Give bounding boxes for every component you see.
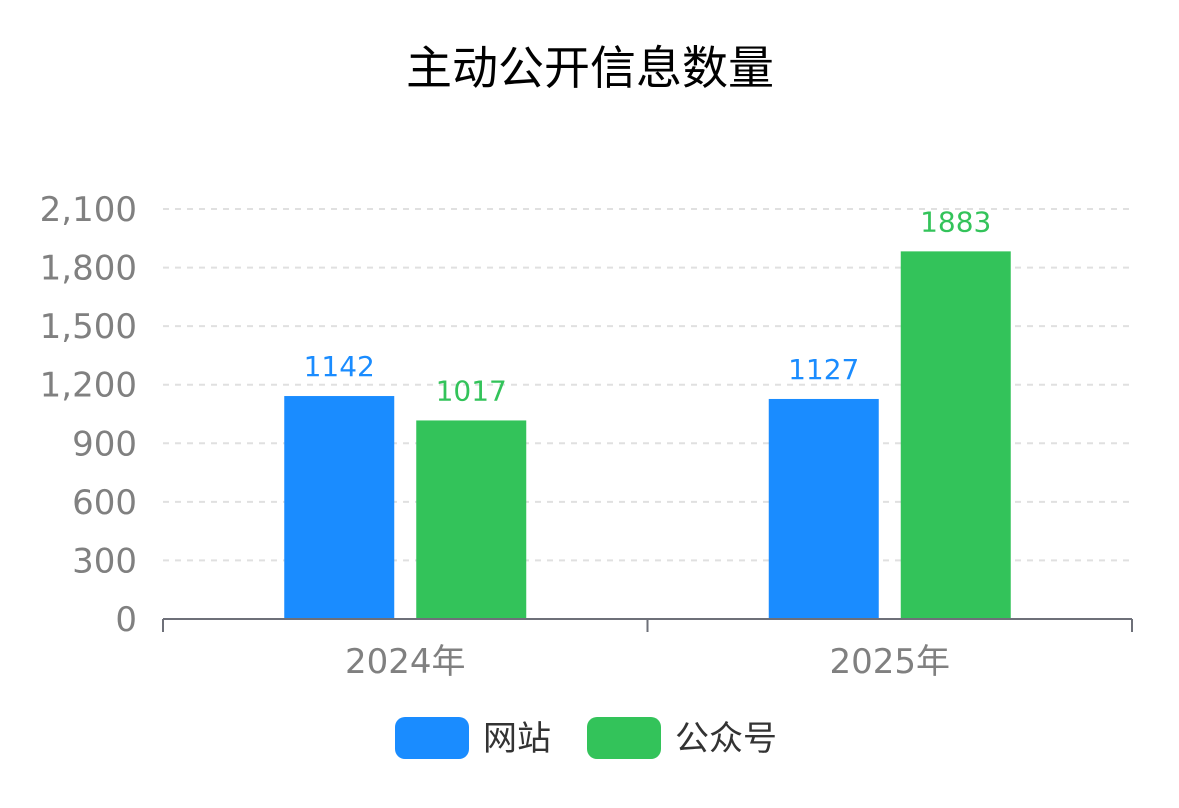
chart-title: 主动公开信息数量	[406, 41, 774, 95]
data-labels: 1142 1017 1127 1883	[304, 205, 992, 407]
y-axis-ticks: 0 300 600 900 1,200 1,500 1,800 2,100	[40, 190, 137, 640]
y-tick-label: 1,200	[40, 366, 137, 406]
y-tick-label: 600	[72, 483, 137, 523]
y-tick-label: 1,800	[40, 249, 137, 289]
bar	[900, 251, 1011, 619]
y-tick-label: 900	[72, 424, 137, 464]
data-label: 1883	[920, 205, 991, 238]
legend-swatch	[587, 717, 661, 759]
legend: 网站 公众号	[395, 717, 777, 759]
x-tick-label: 2024年	[345, 642, 466, 682]
legend-label: 网站	[483, 719, 551, 759]
bar	[416, 420, 527, 619]
y-tick-label: 300	[72, 541, 137, 581]
x-tick-label: 2025年	[829, 642, 950, 682]
legend-swatch	[395, 717, 469, 759]
bars	[284, 251, 1011, 619]
bar	[284, 396, 395, 619]
x-axis: 2024年 2025年	[162, 618, 1133, 682]
legend-label: 公众号	[675, 719, 777, 759]
bar	[768, 398, 879, 619]
legend-item[interactable]: 公众号	[587, 717, 777, 759]
y-tick-label: 2,100	[40, 190, 137, 230]
data-label: 1142	[304, 350, 375, 383]
data-label: 1017	[436, 374, 507, 407]
y-tick-label: 1,500	[40, 307, 137, 347]
y-tick-label: 0	[115, 600, 137, 640]
data-label: 1127	[788, 353, 859, 386]
legend-item[interactable]: 网站	[395, 717, 551, 759]
